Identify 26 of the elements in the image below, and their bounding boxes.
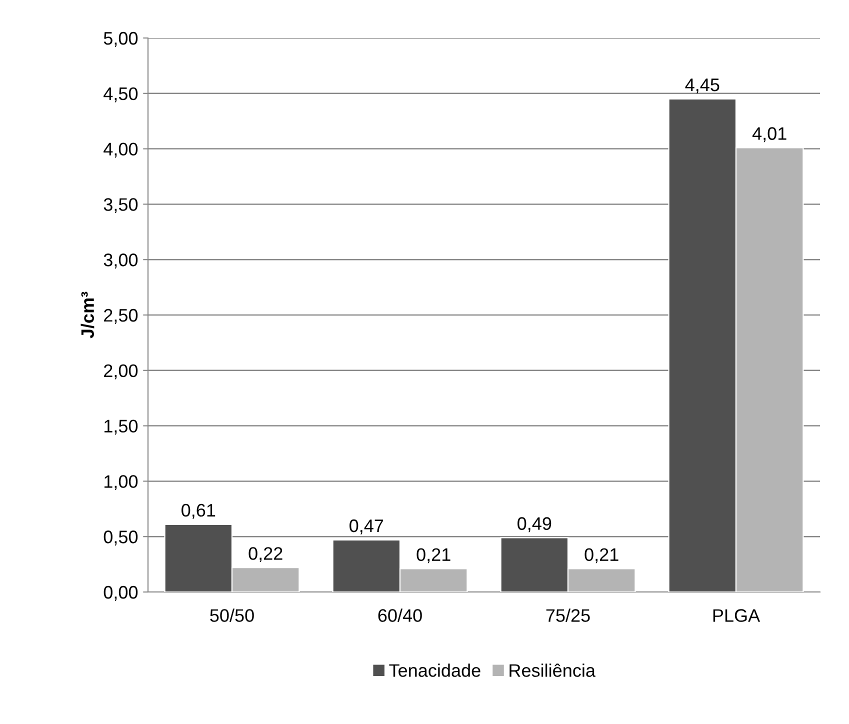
y-tick-label: 5,00 bbox=[104, 32, 138, 47]
y-tick-label: 0,00 bbox=[104, 586, 138, 601]
data-label: 0,49 bbox=[518, 517, 552, 532]
y-axis-title: J/cm³ bbox=[80, 292, 94, 338]
y-tick-label: 3,50 bbox=[104, 198, 138, 214]
x-tick-label: 75/25 bbox=[546, 608, 590, 622]
y-tick-label: 3,00 bbox=[104, 254, 138, 268]
data-label: 4,01 bbox=[752, 127, 786, 142]
y-tick-label: 4,00 bbox=[104, 142, 138, 158]
y-tick-label: 2,00 bbox=[104, 364, 138, 380]
y-tick-label: 0,50 bbox=[104, 530, 138, 546]
x-tick-label: PLGA bbox=[713, 609, 760, 622]
y-tick-label: 2,50 bbox=[104, 308, 138, 324]
y-tick-label: 4,50 bbox=[104, 87, 138, 102]
legend-label: Tenacidade bbox=[389, 664, 480, 677]
legend-label: Resiliência bbox=[510, 664, 596, 677]
data-label: 0,21 bbox=[584, 548, 618, 564]
x-tick-label: 50/50 bbox=[210, 608, 254, 622]
data-label: 0,22 bbox=[248, 547, 282, 562]
data-label: 0,61 bbox=[182, 504, 216, 519]
data-label: 0,21 bbox=[416, 548, 450, 564]
y-tick-label: 1,50 bbox=[104, 420, 138, 435]
x-tick-label: 60/40 bbox=[378, 608, 422, 622]
data-label: 0,47 bbox=[350, 519, 384, 534]
data-label: 4,45 bbox=[685, 78, 720, 94]
y-tick-label: 1,00 bbox=[104, 475, 138, 490]
